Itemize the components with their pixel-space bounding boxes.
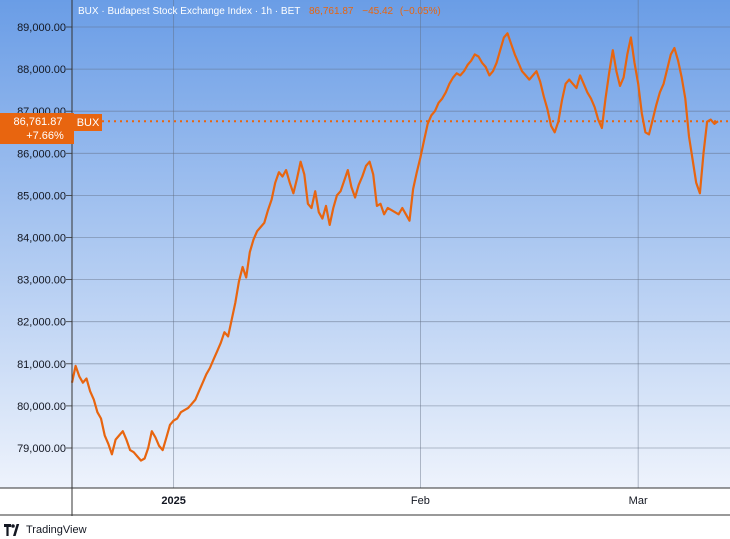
title-sep-1: · (101, 6, 107, 17)
footer-brand[interactable]: TradingView (26, 524, 87, 536)
title-exchange: BET (281, 6, 300, 17)
y-tick-label: 80,000.00 (17, 401, 66, 413)
y-tick-label: 89,000.00 (17, 22, 66, 34)
price-badge: 86,761.87 +7.66% BUX (0, 113, 102, 144)
price-badge-change: +7.66% (26, 130, 64, 142)
x-tick-label: Mar (629, 495, 648, 507)
title-change-pct: (−0.05%) (400, 6, 441, 17)
title-change: −45.42 (362, 6, 393, 17)
y-tick-label: 86,000.00 (17, 148, 66, 160)
x-axis[interactable]: 2025 Feb Mar (0, 495, 730, 516)
title-sep-2: · (255, 6, 261, 17)
title-name: Budapest Stock Exchange Index (107, 6, 252, 17)
plot-background (0, 0, 730, 488)
price-badge-value: 86,761.87 (14, 116, 63, 128)
price-badge-value-bg (0, 113, 74, 144)
y-tick-label: 82,000.00 (17, 317, 66, 329)
y-axis: 89,000.0088,000.0087,000.0086,000.0085,0… (0, 0, 730, 516)
series-layer (70, 32, 719, 462)
y-tick-label: 79,000.00 (17, 443, 66, 455)
y-tick-label: 83,000.00 (17, 275, 66, 287)
chart-title: BUX · Budapest Stock Exchange Index · 1h… (78, 6, 441, 17)
series-line-bux (70, 32, 719, 462)
tradingview-logo-icon (4, 524, 20, 536)
y-tick-label: 88,000.00 (17, 64, 66, 76)
x-tick-label: Feb (411, 495, 430, 507)
y-tick-label: 84,000.00 (17, 233, 66, 245)
y-tick-label: 81,000.00 (17, 359, 66, 371)
x-tick-label: 2025 (161, 495, 185, 507)
y-tick-label: 85,000.00 (17, 190, 66, 202)
title-interval: 1h (261, 6, 272, 17)
title-symbol: BUX (78, 6, 99, 17)
title-sep-3: · (275, 6, 281, 17)
symbol-badge-bg (74, 114, 102, 131)
footer: TradingView (4, 522, 87, 538)
title-last: 86,761.87 (309, 6, 354, 17)
symbol-badge-label: BUX (77, 117, 100, 129)
